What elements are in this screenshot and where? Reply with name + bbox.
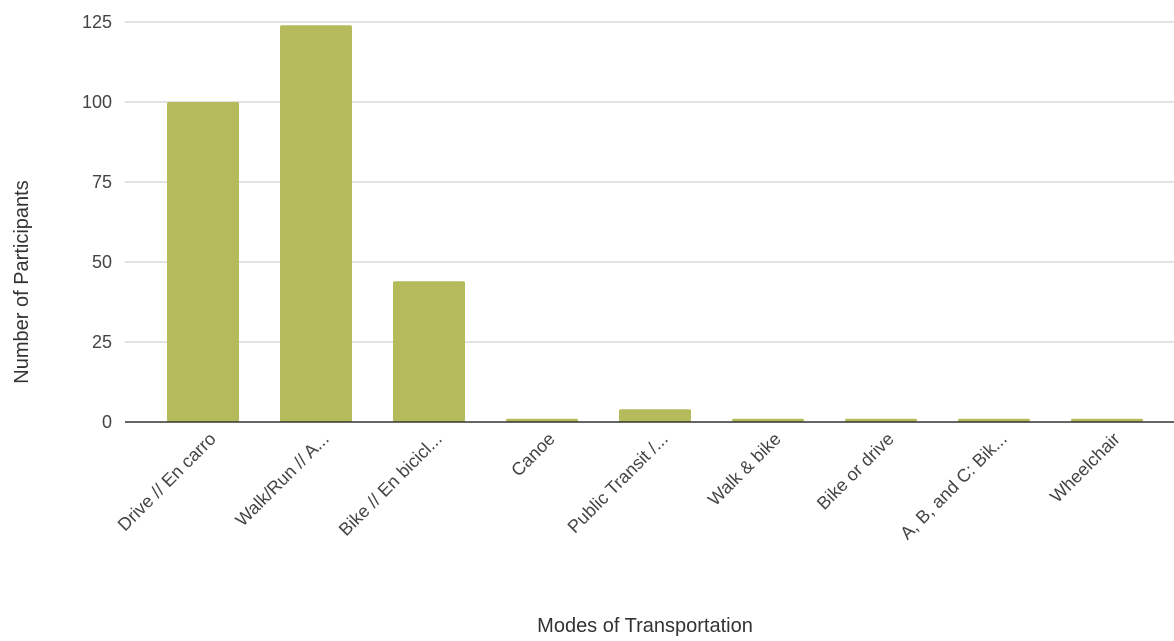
y-tick-label: 50	[92, 252, 112, 272]
x-axis-title: Modes of Transportation	[537, 615, 753, 637]
bar	[167, 102, 239, 422]
y-axis-title: Number of Participants	[11, 180, 33, 383]
x-tick-label: Drive // En carro	[114, 429, 220, 535]
y-axis-ticks: 0 25 50 75 100 125	[82, 12, 112, 432]
x-tick-label: Walk & bike	[704, 429, 785, 510]
x-tick-label: Walk/Run // A...	[231, 429, 332, 530]
y-tick-label: 0	[102, 412, 112, 432]
y-tick-label: 25	[92, 332, 112, 352]
x-tick-label: Public Transit /...	[564, 429, 672, 537]
y-tick-label: 125	[82, 12, 112, 32]
x-tick-label: Bike // En bicicl...	[335, 429, 446, 540]
bars	[167, 25, 1143, 422]
bar	[619, 409, 691, 422]
bar	[280, 25, 352, 422]
x-tick-label: Bike or drive	[813, 429, 898, 514]
x-tick-label: A, B, and C: Bik...	[896, 429, 1011, 544]
x-tick-label: Wheelchair	[1046, 429, 1124, 507]
bar	[393, 281, 465, 422]
x-axis-ticks: Drive // En carro Walk/Run // A... Bike //…	[114, 429, 1124, 544]
y-tick-label: 100	[82, 92, 112, 112]
x-tick-label: Canoe	[507, 429, 559, 481]
y-tick-label: 75	[92, 172, 112, 192]
